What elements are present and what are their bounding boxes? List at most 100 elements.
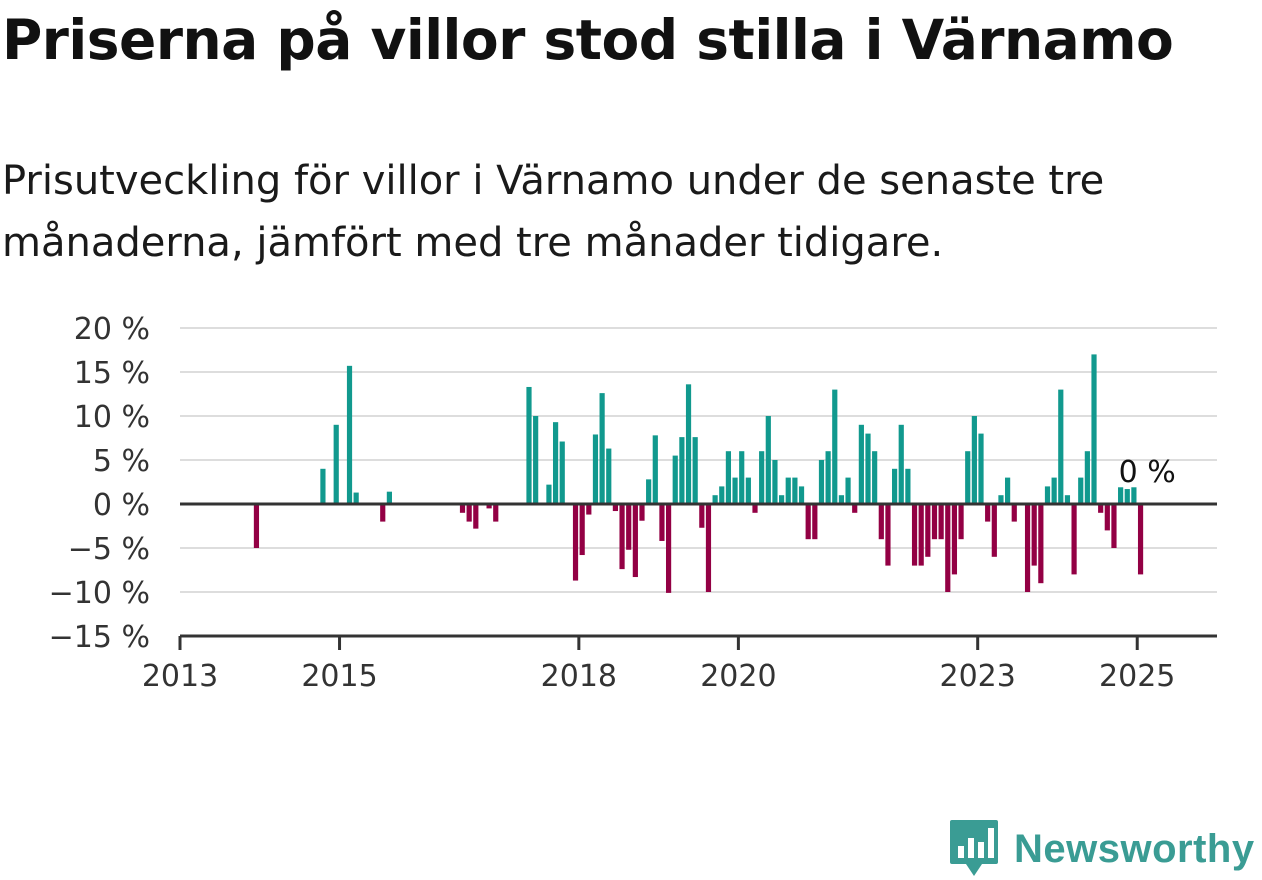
bar [1131,487,1137,504]
bar [579,504,585,556]
bar [772,460,778,504]
bar [486,504,492,509]
bar [885,504,891,566]
bar [732,477,738,504]
bar [599,393,605,504]
bar [725,451,732,504]
bar [985,504,991,522]
bar [466,504,472,522]
bar [659,504,665,541]
bar [745,477,751,504]
bar [765,416,771,504]
bar [612,504,618,512]
bar [559,441,565,504]
newsworthy-brand: Newsworthy [948,818,1255,880]
bar [253,504,260,548]
bar [459,504,466,513]
bar [705,504,712,592]
bar [320,468,326,504]
brand-name: Newsworthy [1014,826,1255,871]
bar [592,434,599,504]
bar [991,504,997,557]
bar [572,504,579,581]
bar [639,504,645,521]
bar [1091,354,1097,504]
bar [646,479,652,504]
y-tick-label: −5 % [68,532,150,567]
bar [692,437,698,504]
bar [872,451,878,504]
bar [945,504,951,592]
bar [951,504,958,575]
bar [685,384,692,504]
bar [958,504,964,540]
bar [626,504,632,550]
bar [380,504,386,522]
bar [1118,487,1124,504]
bar [672,455,678,504]
bar [865,433,871,504]
bar [925,504,931,557]
bar [552,422,559,504]
bar [679,437,685,504]
bar [938,504,944,540]
bar [759,451,765,504]
bar [752,504,758,513]
bar [825,451,831,504]
bar [526,386,532,504]
bar [892,468,898,504]
bar [1064,495,1071,504]
bar [1078,477,1084,504]
y-tick-label: −10 % [49,576,150,611]
bar [805,504,811,540]
bar [1098,504,1104,513]
bar [965,451,971,504]
bar [911,504,918,566]
bar [845,477,851,504]
bar [386,491,392,504]
newsworthy-chart-icon [950,820,998,876]
bar [818,460,825,504]
bar [785,477,791,504]
bar [493,504,499,522]
bar [812,504,818,540]
bar [971,416,977,504]
bar [1044,486,1051,504]
bar [619,504,625,570]
x-tick-label: 2023 [940,659,1016,694]
bar [1058,389,1064,504]
bar [1011,504,1017,522]
bar [712,495,718,504]
bar [832,389,838,504]
bar [652,435,658,504]
bar [346,365,353,504]
bar [739,451,745,504]
bar [699,504,705,528]
bar [719,486,725,504]
bar-chart: 20 % 15 % 10 % 5 % 0 % −5 % −10 % −15 % 2013 2015… [49,312,1217,694]
x-tick-label: 2013 [142,659,218,694]
bar [1124,489,1130,504]
bar [838,495,845,504]
bar [1038,504,1044,584]
y-tick-label: 20 % [74,312,150,347]
bar [1031,504,1037,566]
x-tick-label: 2018 [541,659,617,694]
bar [586,504,592,515]
bar [918,504,924,566]
bar [546,484,552,504]
x-tick-label: 2015 [301,659,377,694]
bar [878,504,884,540]
bar [1071,504,1077,575]
bar [1104,504,1110,531]
bar [898,424,904,504]
bar [333,424,339,504]
bar [1051,477,1057,504]
bar [978,433,984,504]
bar [606,448,612,504]
last-value-label: 0 % [1119,455,1176,490]
bar [473,504,479,529]
bar [779,495,785,504]
y-tick-label: 10 % [74,400,150,435]
bar [1084,451,1090,504]
